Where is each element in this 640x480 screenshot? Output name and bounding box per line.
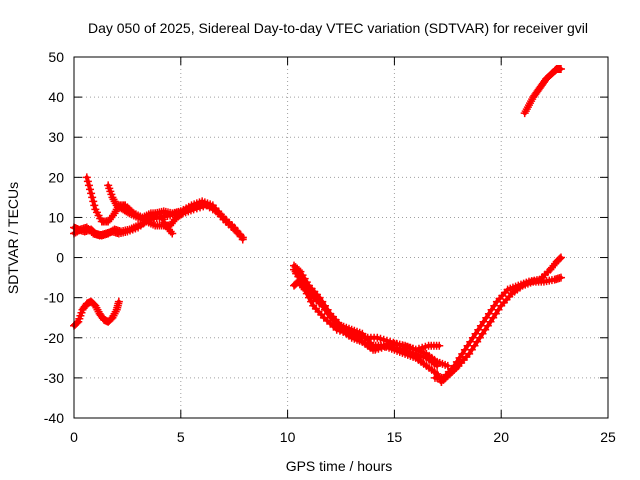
data-point-marker bbox=[86, 185, 95, 194]
plot-frame bbox=[73, 56, 609, 419]
data-point-marker bbox=[470, 341, 479, 350]
y-tick-label: -20 bbox=[44, 330, 64, 346]
y-tick-label: 0 bbox=[56, 250, 64, 266]
data-point-marker bbox=[484, 309, 493, 318]
data-points bbox=[70, 65, 566, 386]
data-point-marker bbox=[474, 325, 483, 334]
tick-labels: 0 5 10 15 20 25 -40 -30 -20 -10 0 10 20 30 40 50 bbox=[44, 49, 616, 445]
data-point-marker bbox=[435, 341, 444, 350]
y-tick-label: 50 bbox=[48, 49, 64, 65]
series-arc-h bbox=[292, 269, 444, 354]
x-tick-label: 15 bbox=[387, 429, 403, 445]
data-point-marker bbox=[84, 181, 93, 190]
data-point-marker bbox=[455, 353, 464, 362]
data-point-marker bbox=[489, 313, 498, 322]
data-point-marker bbox=[473, 337, 482, 346]
y-tick-label: -30 bbox=[44, 370, 64, 386]
data-point-marker bbox=[476, 321, 485, 330]
data-point-marker bbox=[73, 318, 82, 327]
data-point-marker bbox=[433, 361, 442, 370]
data-point-marker bbox=[487, 305, 496, 314]
data-point-marker bbox=[302, 289, 311, 298]
data-point-marker bbox=[478, 329, 487, 338]
series-arc-i bbox=[290, 277, 442, 370]
data-point-marker bbox=[88, 193, 97, 202]
data-point-marker bbox=[452, 357, 461, 366]
data-point-marker bbox=[89, 197, 98, 206]
data-point-marker bbox=[304, 293, 313, 302]
y-axis-label: SDTVAR / TECUs bbox=[5, 182, 21, 294]
data-point-marker bbox=[90, 201, 99, 210]
y-tick-label: 20 bbox=[48, 169, 64, 185]
x-axis-label: GPS time / hours bbox=[286, 458, 393, 474]
data-point-marker bbox=[87, 189, 96, 198]
data-point-marker bbox=[479, 317, 488, 326]
data-point-marker bbox=[471, 329, 480, 338]
data-point-marker bbox=[482, 313, 491, 322]
series-arc-d bbox=[104, 181, 247, 242]
series-arc-l bbox=[520, 65, 566, 118]
series-arc-e bbox=[70, 297, 123, 330]
data-point-marker bbox=[307, 297, 316, 306]
series-arc-f bbox=[290, 261, 452, 370]
series-arc-b bbox=[70, 197, 247, 244]
y-tick-label: 40 bbox=[48, 89, 64, 105]
data-point-marker bbox=[468, 333, 477, 342]
data-point-marker bbox=[331, 317, 340, 326]
data-point-marker bbox=[460, 345, 469, 354]
series-arc-k bbox=[430, 253, 566, 382]
data-point-marker bbox=[494, 305, 503, 314]
data-point-marker bbox=[83, 177, 92, 186]
data-point-marker bbox=[168, 229, 177, 238]
data-point-marker bbox=[82, 173, 91, 182]
data-point-marker bbox=[114, 297, 123, 306]
data-point-marker bbox=[238, 233, 247, 242]
grid-lines bbox=[74, 57, 608, 418]
data-point-marker bbox=[555, 254, 564, 263]
data-point-marker bbox=[328, 313, 337, 322]
y-tick-label: 30 bbox=[48, 129, 64, 145]
x-tick-label: 10 bbox=[280, 429, 296, 445]
y-tick-label: 10 bbox=[48, 209, 64, 225]
data-point-marker bbox=[325, 309, 334, 318]
data-point-marker bbox=[467, 345, 476, 354]
data-point-marker bbox=[300, 285, 309, 294]
chart-title: Day 050 of 2025, Sidereal Day-to-day VTE… bbox=[88, 20, 588, 36]
x-tick-label: 5 bbox=[177, 429, 185, 445]
series-arc-g bbox=[290, 265, 446, 386]
data-point-marker bbox=[491, 309, 500, 318]
data-point-marker bbox=[481, 325, 490, 334]
data-point-marker bbox=[466, 337, 475, 346]
data-point-marker bbox=[177, 210, 186, 219]
x-tick-label: 0 bbox=[70, 429, 78, 445]
data-point-marker bbox=[475, 333, 484, 342]
data-point-marker bbox=[463, 341, 472, 350]
data-point-marker bbox=[557, 273, 566, 282]
x-tick-label: 25 bbox=[600, 429, 616, 445]
data-point-marker bbox=[483, 321, 492, 330]
y-tick-label: -40 bbox=[44, 410, 64, 426]
y-tick-label: -10 bbox=[44, 290, 64, 306]
data-point-marker bbox=[465, 349, 474, 358]
series-line bbox=[292, 267, 444, 384]
x-tick-label: 20 bbox=[493, 429, 509, 445]
data-point-marker bbox=[486, 317, 495, 326]
data-point-marker bbox=[458, 349, 467, 358]
data-point-marker bbox=[557, 253, 566, 262]
data-point-marker bbox=[490, 301, 499, 310]
data-point-marker bbox=[557, 65, 566, 74]
data-point-marker bbox=[322, 305, 331, 314]
data-point-marker bbox=[450, 361, 459, 370]
